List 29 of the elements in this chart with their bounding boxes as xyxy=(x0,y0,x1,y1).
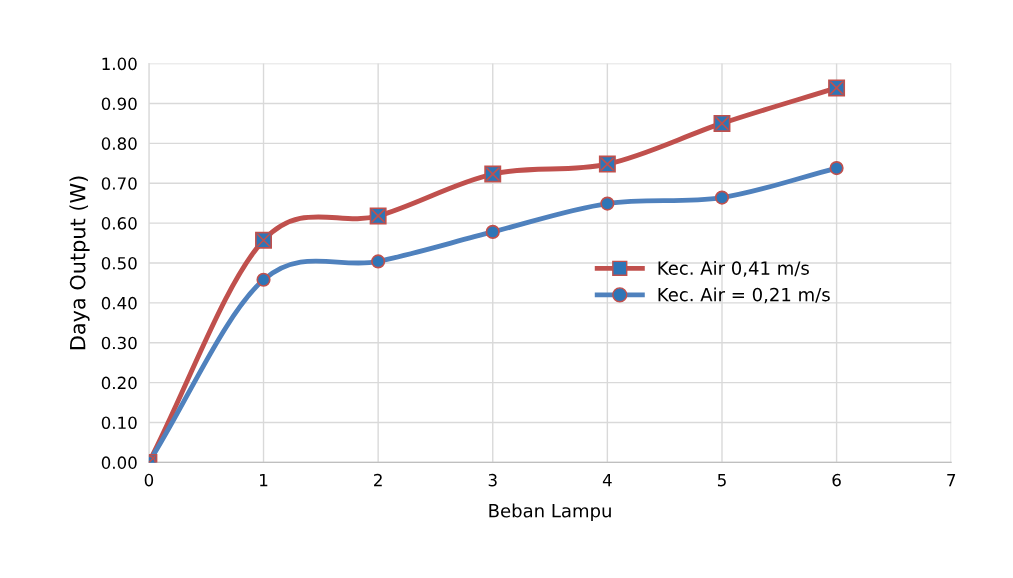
x-tick-label: 4 xyxy=(602,474,612,487)
point xyxy=(600,196,615,211)
y-tick-label: 1.00 xyxy=(102,57,137,71)
y-tick-label: 0.70 xyxy=(101,177,137,190)
y-tick-label: 0.30 xyxy=(101,336,137,350)
y-tick-label: 0.40 xyxy=(101,296,137,310)
y-tick-label: 0.60 xyxy=(101,217,137,230)
y-tick-label: 0.00 xyxy=(101,456,137,469)
x-tick-label: 6 xyxy=(832,473,841,487)
x-tick-label: 5 xyxy=(717,474,726,487)
x-tick-label: 3 xyxy=(488,473,497,487)
point xyxy=(371,254,386,269)
x-tick-label: 7 xyxy=(947,474,956,487)
y-tick-label: 0.50 xyxy=(101,256,137,270)
point xyxy=(714,190,730,205)
x-tick-label: 0 xyxy=(144,473,154,487)
y-axis-title: Daya Output (W) xyxy=(69,176,90,350)
x-tick-label: 1 xyxy=(260,474,268,487)
point xyxy=(256,272,271,287)
x-tick-label: 2 xyxy=(374,473,382,487)
y-tick-label: 0.90 xyxy=(101,97,137,111)
legend-label: Kec. Air 0,41 m/s xyxy=(658,260,809,277)
x-axis-title: Beban Lampu xyxy=(489,503,611,521)
point xyxy=(829,160,844,176)
y-tick-label: 0.20 xyxy=(101,376,137,390)
legend-label: Kec. Air = 0,21 m/s xyxy=(658,287,830,304)
y-tick-label: 0.10 xyxy=(101,416,137,430)
point xyxy=(485,224,500,239)
y-tick-label: 0.80 xyxy=(101,137,137,150)
